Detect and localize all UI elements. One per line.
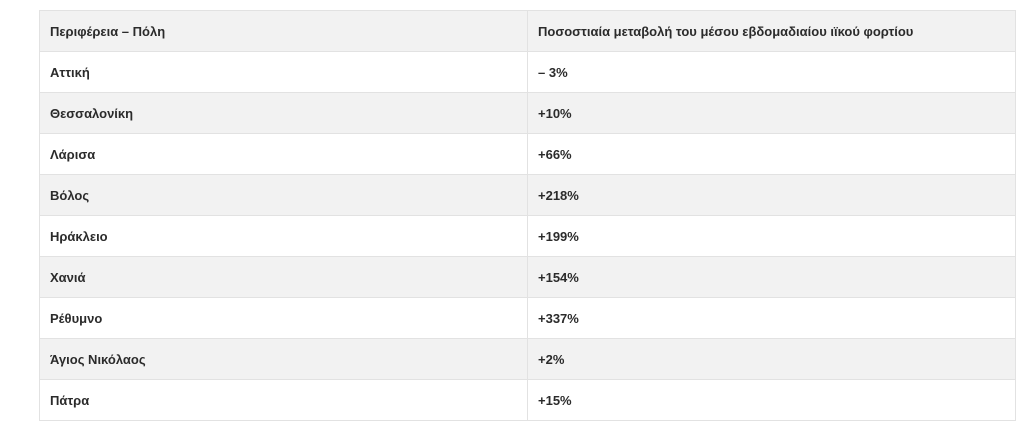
change-cell: +199%: [527, 215, 1016, 257]
change-cell: +2%: [527, 338, 1016, 380]
table-header: Περιφέρεια – Πόλη Ποσοστιαία μεταβολή το…: [39, 10, 1016, 52]
viral-load-table: Περιφέρεια – Πόλη Ποσοστιαία μεταβολή το…: [39, 10, 1016, 421]
region-cell: Θεσσαλονίκη: [39, 92, 528, 134]
table-body: Αττική – 3% Θεσσαλονίκη +10% Λάρισα +66%…: [39, 51, 1016, 421]
change-cell: +337%: [527, 297, 1016, 339]
region-cell: Χανιά: [39, 256, 528, 298]
region-cell: Ρέθυμνο: [39, 297, 528, 339]
data-table-container: Περιφέρεια – Πόλη Ποσοστιαία μεταβολή το…: [39, 10, 1016, 421]
change-cell: +218%: [527, 174, 1016, 216]
change-cell: – 3%: [527, 51, 1016, 93]
table-row: Χανιά +154%: [39, 256, 1016, 298]
region-cell: Βόλος: [39, 174, 528, 216]
change-cell: +15%: [527, 379, 1016, 421]
region-cell: Λάρισα: [39, 133, 528, 175]
header-row: Περιφέρεια – Πόλη Ποσοστιαία μεταβολή το…: [39, 10, 1016, 52]
region-cell: Αττική: [39, 51, 528, 93]
table-row: Άγιος Νικόλαος +2%: [39, 338, 1016, 380]
change-cell: +66%: [527, 133, 1016, 175]
region-cell: Ηράκλειο: [39, 215, 528, 257]
table-row: Βόλος +218%: [39, 174, 1016, 216]
table-row: Πάτρα +15%: [39, 379, 1016, 421]
table-row: Ηράκλειο +199%: [39, 215, 1016, 257]
change-cell: +154%: [527, 256, 1016, 298]
header-percent-change: Ποσοστιαία μεταβολή του μέσου εβδομαδιαί…: [527, 10, 1016, 52]
region-cell: Πάτρα: [39, 379, 528, 421]
table-row: Λάρισα +66%: [39, 133, 1016, 175]
table-row: Αττική – 3%: [39, 51, 1016, 93]
table-row: Θεσσαλονίκη +10%: [39, 92, 1016, 134]
change-cell: +10%: [527, 92, 1016, 134]
table-row: Ρέθυμνο +337%: [39, 297, 1016, 339]
header-region: Περιφέρεια – Πόλη: [39, 10, 528, 52]
region-cell: Άγιος Νικόλαος: [39, 338, 528, 380]
